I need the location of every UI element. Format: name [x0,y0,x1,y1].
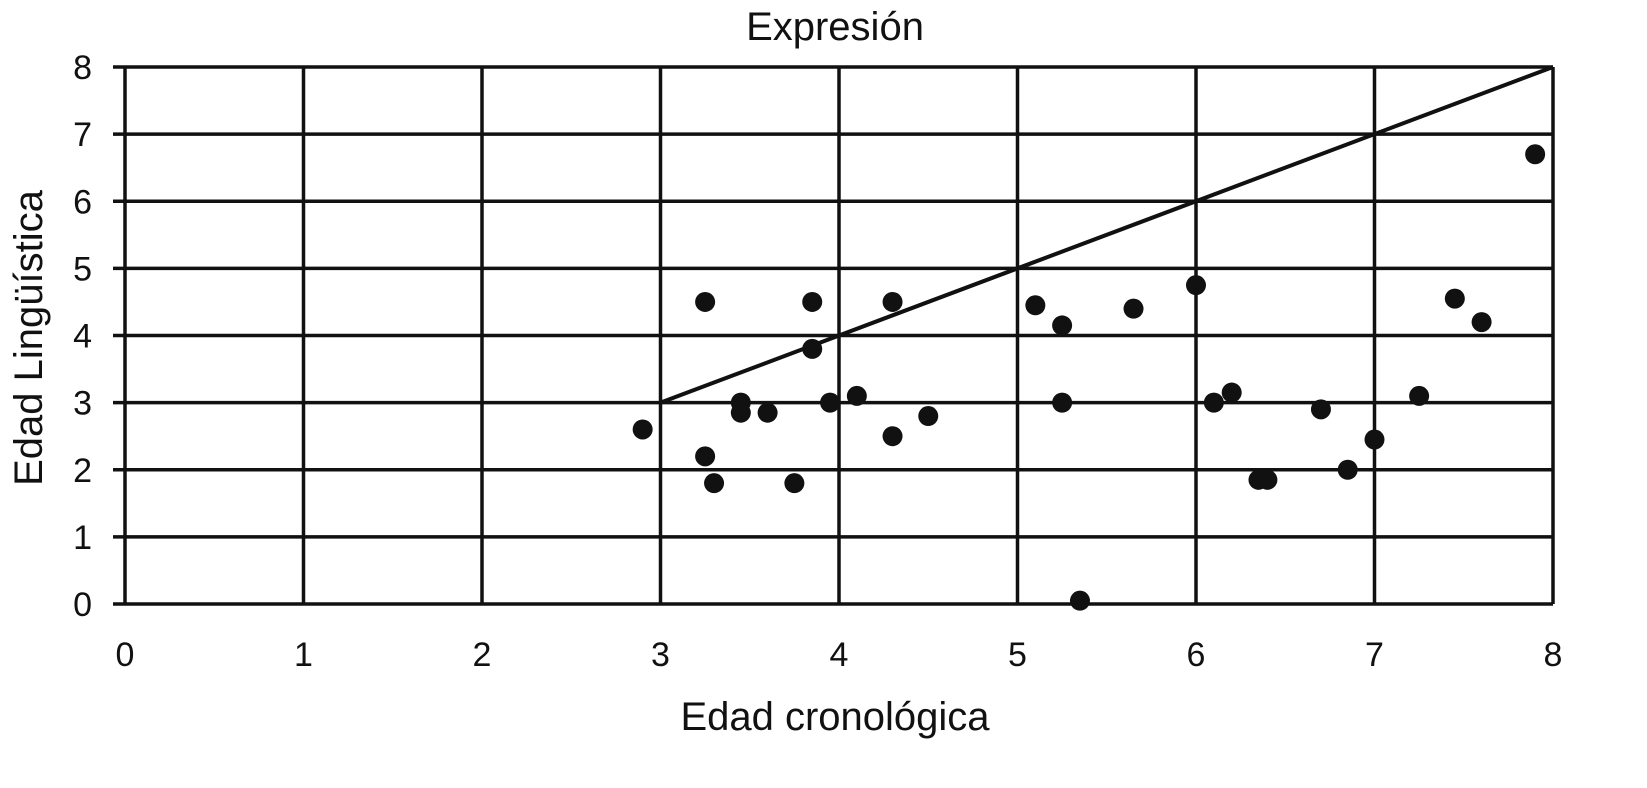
data-point-8 [802,291,823,312]
reference-line-group [659,65,1554,405]
data-point-1 [695,291,716,312]
y-tick-label-5: 5 [73,250,92,288]
data-points [632,144,1546,611]
x-tick-label-7: 7 [1365,636,1384,674]
data-point-24 [1257,469,1278,490]
x-tick-label-2: 2 [473,636,492,674]
data-point-21 [1203,392,1224,413]
y-tick-label-8: 8 [73,49,92,87]
x-tick-label-8: 8 [1544,636,1563,674]
data-point-0 [632,419,653,440]
x-axis-label: Edad cronológica [680,695,990,739]
y-tick-label-6: 6 [73,183,92,221]
chart-title: Expresión [746,5,924,49]
data-point-29 [1444,288,1465,309]
reference-line [659,65,1554,405]
data-point-22 [1221,382,1242,403]
x-tick-label-6: 6 [1187,636,1206,674]
data-point-7 [784,473,805,494]
data-point-30 [1471,312,1492,333]
x-tick-label-3: 3 [651,636,670,674]
data-point-2 [695,446,716,467]
data-point-18 [1069,590,1090,611]
y-tick-labels: 0 1 2 3 4 5 6 7 8 [73,49,92,624]
y-tick-label-4: 4 [73,318,92,356]
data-point-10 [820,392,841,413]
data-point-25 [1310,399,1331,420]
data-point-6 [757,402,778,423]
data-point-31 [1525,144,1546,165]
y-axis-label: Edad Lingüística [7,189,51,486]
x-tick-label-0: 0 [116,636,135,674]
x-tick-label-1: 1 [294,636,313,674]
y-tick-label-3: 3 [73,385,92,423]
data-point-5 [730,402,751,423]
data-point-17 [1052,392,1073,413]
x-tick-labels: 0 1 2 3 4 5 6 7 8 [116,636,1563,674]
data-point-28 [1409,385,1430,406]
data-point-3 [704,473,725,494]
data-point-26 [1337,459,1358,480]
y-tick-label-7: 7 [73,116,92,154]
data-point-9 [802,338,823,359]
data-point-13 [882,426,903,447]
data-point-12 [882,291,903,312]
y-tick-label-2: 2 [73,452,92,490]
x-tick-label-4: 4 [830,636,849,674]
data-point-27 [1364,429,1385,450]
x-tick-label-5: 5 [1008,636,1027,674]
data-point-19 [1123,298,1144,319]
y-tick-label-1: 1 [73,519,92,557]
data-point-16 [1052,315,1073,336]
data-point-11 [846,385,867,406]
data-point-20 [1186,275,1206,296]
y-tick-label-0: 0 [73,586,92,624]
data-point-15 [1025,295,1046,316]
data-point-14 [918,406,939,427]
